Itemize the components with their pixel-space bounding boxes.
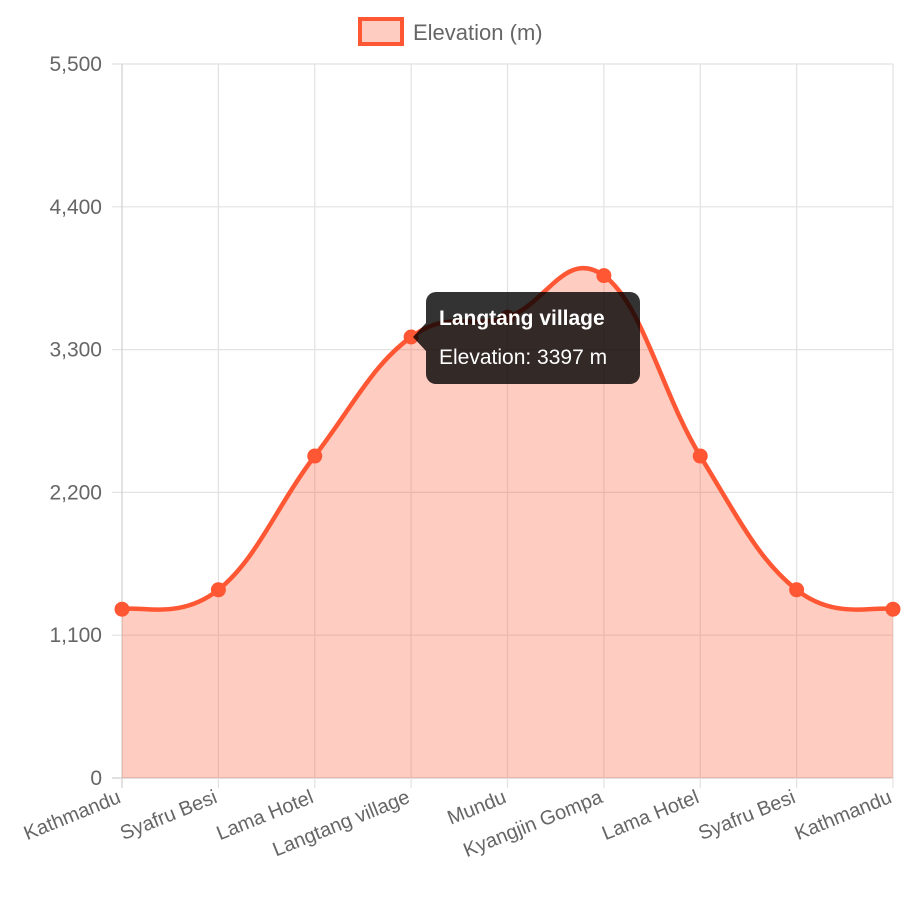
data-point[interactable] [885,601,901,617]
tooltip: Langtang village Elevation: 3397 m [413,292,640,384]
y-tick-label: 2,200 [49,481,102,504]
x-tick-label: Syafru Besi [695,786,798,845]
data-point[interactable] [307,448,323,464]
y-tick-label: 5,500 [49,53,102,76]
x-tick-label: Kathmandu [792,786,895,845]
data-point[interactable] [596,268,612,284]
y-tick-label: 4,400 [49,196,102,219]
y-tick-label: 3,300 [49,339,102,362]
grid-layer [112,63,894,788]
tooltip-box [426,292,640,384]
data-point[interactable] [210,582,226,598]
x-tick-label: Syafru Besi [117,786,220,845]
legend-label[interactable]: Elevation (m) [413,20,543,45]
x-tick-label: Kathmandu [21,786,124,845]
tooltip-title: Langtang village [439,307,605,330]
y-tick-label: 1,100 [49,624,102,647]
data-point[interactable] [692,448,708,464]
tooltip-body: Elevation: 3397 m [439,346,607,369]
elevation-area-fill [122,268,893,778]
legend[interactable]: Elevation (m) [358,17,543,46]
data-point[interactable] [114,601,130,617]
data-point[interactable] [789,582,805,598]
x-tick-label: Mundu [444,786,509,829]
tooltip-caret [413,323,426,351]
x-tick-label: Lama Hotel [599,786,702,845]
y-tick-label: 0 [90,767,102,790]
legend-swatch[interactable] [358,17,404,46]
